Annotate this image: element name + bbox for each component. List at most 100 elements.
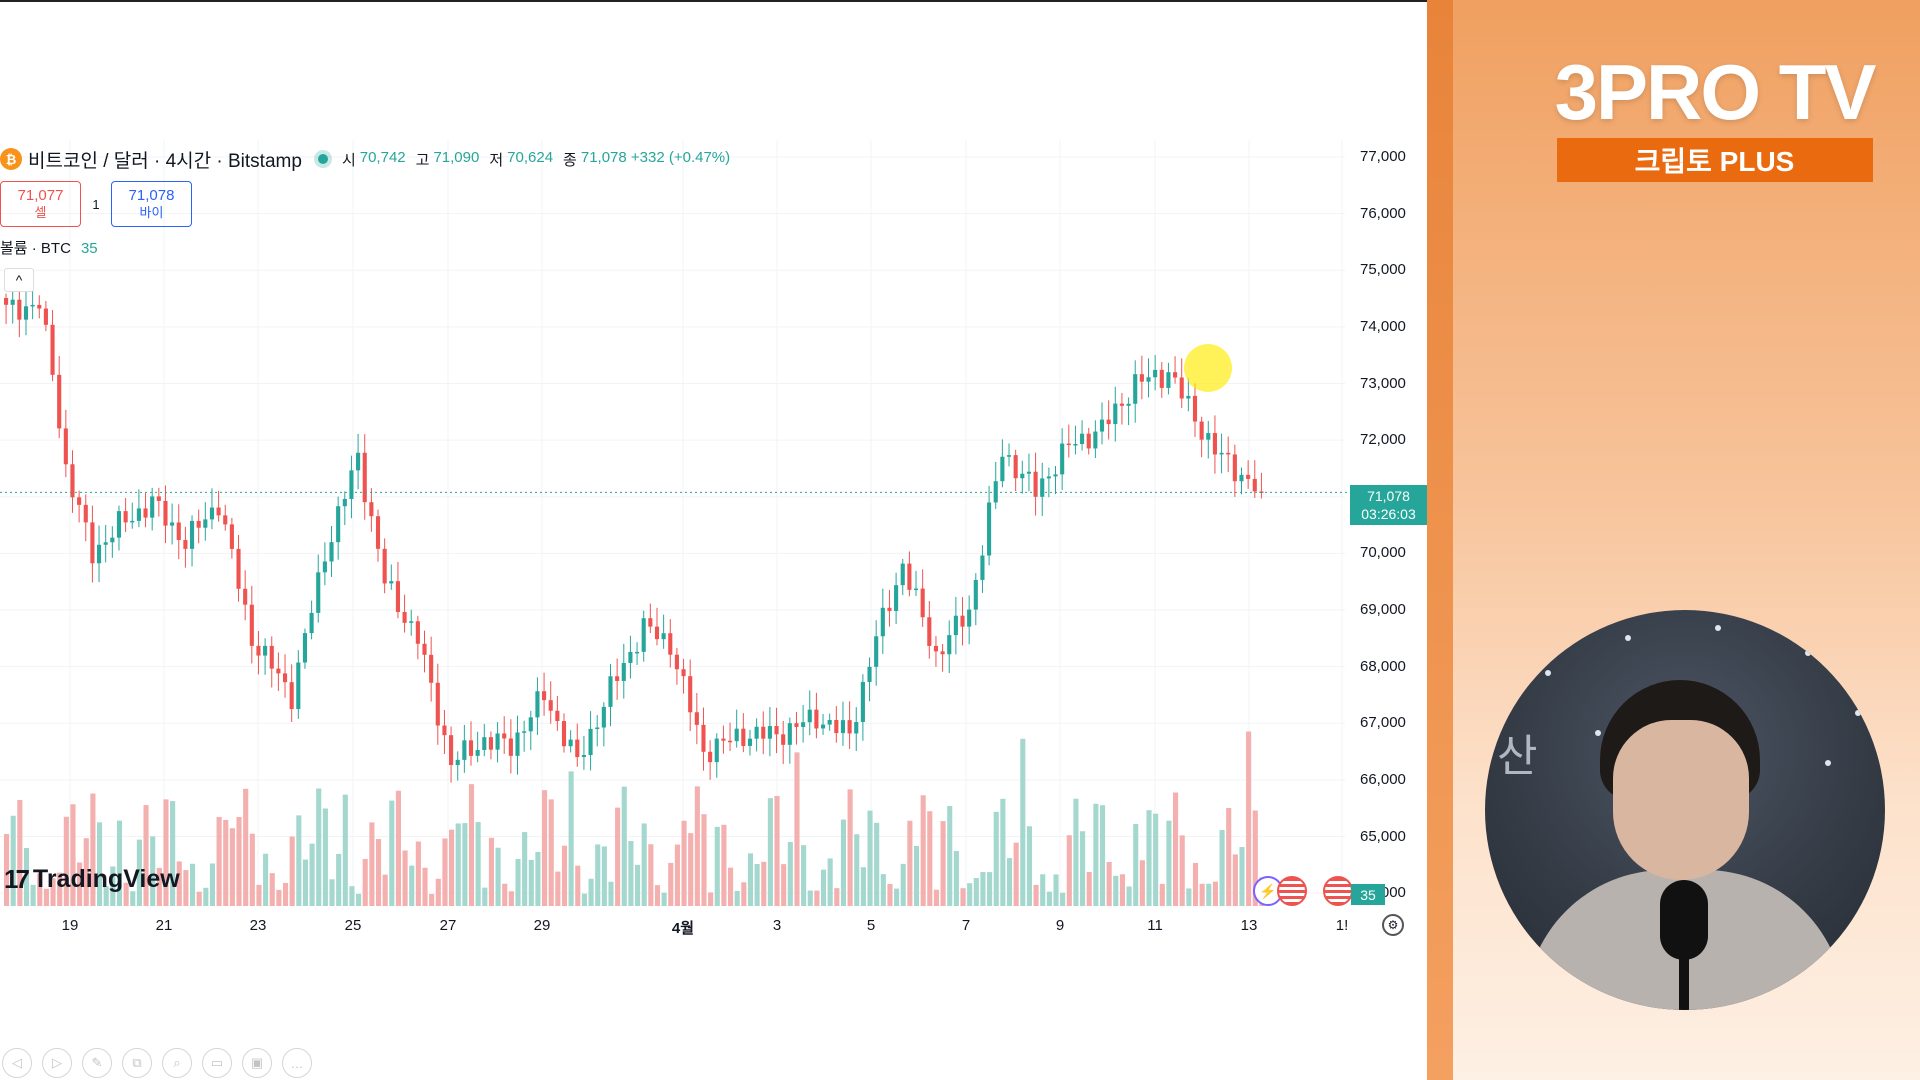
volume-bar bbox=[356, 893, 362, 906]
volume-bar bbox=[1066, 835, 1072, 906]
gear-icon[interactable]: ⚙ bbox=[1382, 914, 1404, 936]
candle-body bbox=[635, 651, 640, 654]
candle-body bbox=[1099, 419, 1105, 432]
volume-bar bbox=[648, 844, 654, 906]
candle-body bbox=[236, 548, 241, 589]
candle-body bbox=[415, 621, 420, 644]
candle-body bbox=[1046, 476, 1051, 479]
price-tick-label: 75,000 bbox=[1360, 261, 1406, 279]
volume-bar bbox=[615, 807, 621, 906]
volume-bar bbox=[847, 789, 853, 906]
volume-bar bbox=[967, 883, 973, 906]
volume-bar bbox=[468, 784, 475, 906]
time-tick-label: 11 bbox=[1147, 917, 1163, 934]
copy-icon[interactable]: ⧉ bbox=[122, 1048, 152, 1078]
candle-body bbox=[462, 740, 467, 760]
volume-bar bbox=[1106, 861, 1112, 906]
volume-bar bbox=[1033, 884, 1039, 906]
volume-bar bbox=[475, 822, 481, 906]
volume-bar bbox=[987, 872, 993, 906]
candle-body bbox=[362, 452, 367, 503]
volume-bar bbox=[429, 893, 435, 906]
candle-body bbox=[468, 740, 474, 756]
candle-body bbox=[116, 511, 122, 538]
volume-bar bbox=[688, 833, 694, 906]
time-tick-label: 9 bbox=[1055, 917, 1065, 934]
symbol-title[interactable]: 비트코인 / 달러 · 4시간 · Bitstamp bbox=[28, 150, 302, 172]
candle-body bbox=[10, 299, 15, 305]
candle-body bbox=[395, 581, 401, 612]
volume-bar bbox=[900, 863, 906, 906]
candle-body bbox=[1040, 478, 1045, 497]
volume-bar bbox=[163, 799, 169, 906]
candle-body bbox=[1219, 452, 1224, 455]
candle-body bbox=[1133, 374, 1138, 404]
volume-bar bbox=[409, 865, 415, 906]
forward-icon[interactable]: ▷ bbox=[42, 1048, 72, 1078]
candle-body bbox=[23, 306, 29, 320]
candle-body bbox=[1106, 419, 1111, 425]
time-tick-label: 23 bbox=[249, 917, 267, 934]
volume-bar bbox=[561, 845, 568, 906]
low-label: 저 bbox=[489, 151, 504, 169]
candle-body bbox=[920, 588, 925, 618]
candle-body bbox=[601, 706, 606, 728]
candle-body bbox=[814, 709, 819, 729]
camera-icon[interactable]: ▣ bbox=[242, 1048, 272, 1078]
candle-body bbox=[940, 651, 945, 655]
volume-bar bbox=[1013, 842, 1019, 906]
volume-bar bbox=[1053, 874, 1059, 906]
volume-bar bbox=[1232, 854, 1238, 906]
time-tick-label: 25 bbox=[344, 917, 362, 934]
volume-bar bbox=[1046, 891, 1052, 906]
candle-body bbox=[894, 585, 899, 611]
host-webcam: 산 bbox=[1485, 610, 1885, 1010]
us-flag-icon[interactable] bbox=[1323, 876, 1353, 906]
volume-bar bbox=[116, 820, 123, 906]
buy-button[interactable]: 71,078 바이 bbox=[111, 181, 192, 227]
volume-bar bbox=[767, 798, 773, 906]
volume-bar bbox=[362, 858, 368, 906]
volume-bar bbox=[940, 821, 946, 906]
bitcoin-icon: ₿ bbox=[0, 148, 22, 170]
back-icon[interactable]: ◁ bbox=[2, 1048, 32, 1078]
volume-legend[interactable]: 볼륨 · BTC 35 bbox=[0, 237, 98, 258]
volume-bar bbox=[150, 836, 156, 906]
volume-bar bbox=[1040, 874, 1046, 906]
tradingview-logo[interactable]: 17 TradingView bbox=[4, 864, 180, 895]
us-flag-icon[interactable] bbox=[1277, 876, 1307, 906]
candle-body bbox=[561, 721, 567, 747]
program-banner: 크립토 PLUS bbox=[1556, 138, 1873, 182]
candle-body bbox=[276, 668, 281, 674]
candle-body bbox=[734, 728, 739, 742]
candle-body bbox=[668, 633, 673, 655]
candle-body bbox=[475, 749, 480, 756]
volume-bar bbox=[854, 834, 860, 906]
candle-body bbox=[502, 733, 507, 739]
volume-bar bbox=[747, 853, 754, 906]
volume-bar bbox=[276, 889, 282, 906]
volume-bar bbox=[442, 838, 448, 906]
screen-icon[interactable]: ▭ bbox=[202, 1048, 232, 1078]
candle-body bbox=[1199, 421, 1204, 440]
candle-body bbox=[256, 645, 261, 656]
candle-body bbox=[834, 719, 839, 734]
volume-bar bbox=[953, 851, 959, 906]
volume-bar bbox=[1166, 820, 1172, 906]
candle-body bbox=[389, 581, 394, 584]
candle-body bbox=[1186, 395, 1191, 399]
more-icon[interactable]: … bbox=[282, 1048, 312, 1078]
pencil-icon[interactable]: ✎ bbox=[82, 1048, 112, 1078]
candlestick-plot[interactable] bbox=[0, 0, 1427, 940]
volume-bar bbox=[4, 834, 10, 906]
zoom-icon[interactable]: ⌕ bbox=[162, 1048, 192, 1078]
candle-body bbox=[30, 304, 35, 307]
candle-body bbox=[787, 723, 792, 745]
tradingview-chart[interactable]: ₿ 비트코인 / 달러 · 4시간 · Bitstamp 시 70,742 고 71… bbox=[0, 0, 1427, 1080]
collapse-legend-button[interactable]: ^ bbox=[4, 268, 34, 292]
price-tick-label: 69,000 bbox=[1360, 601, 1406, 619]
sell-button[interactable]: 71,077 셀 bbox=[0, 181, 81, 227]
candle-body bbox=[356, 452, 361, 471]
last-price-value: 71,078 bbox=[1367, 488, 1410, 504]
volume-bar bbox=[1139, 860, 1145, 906]
